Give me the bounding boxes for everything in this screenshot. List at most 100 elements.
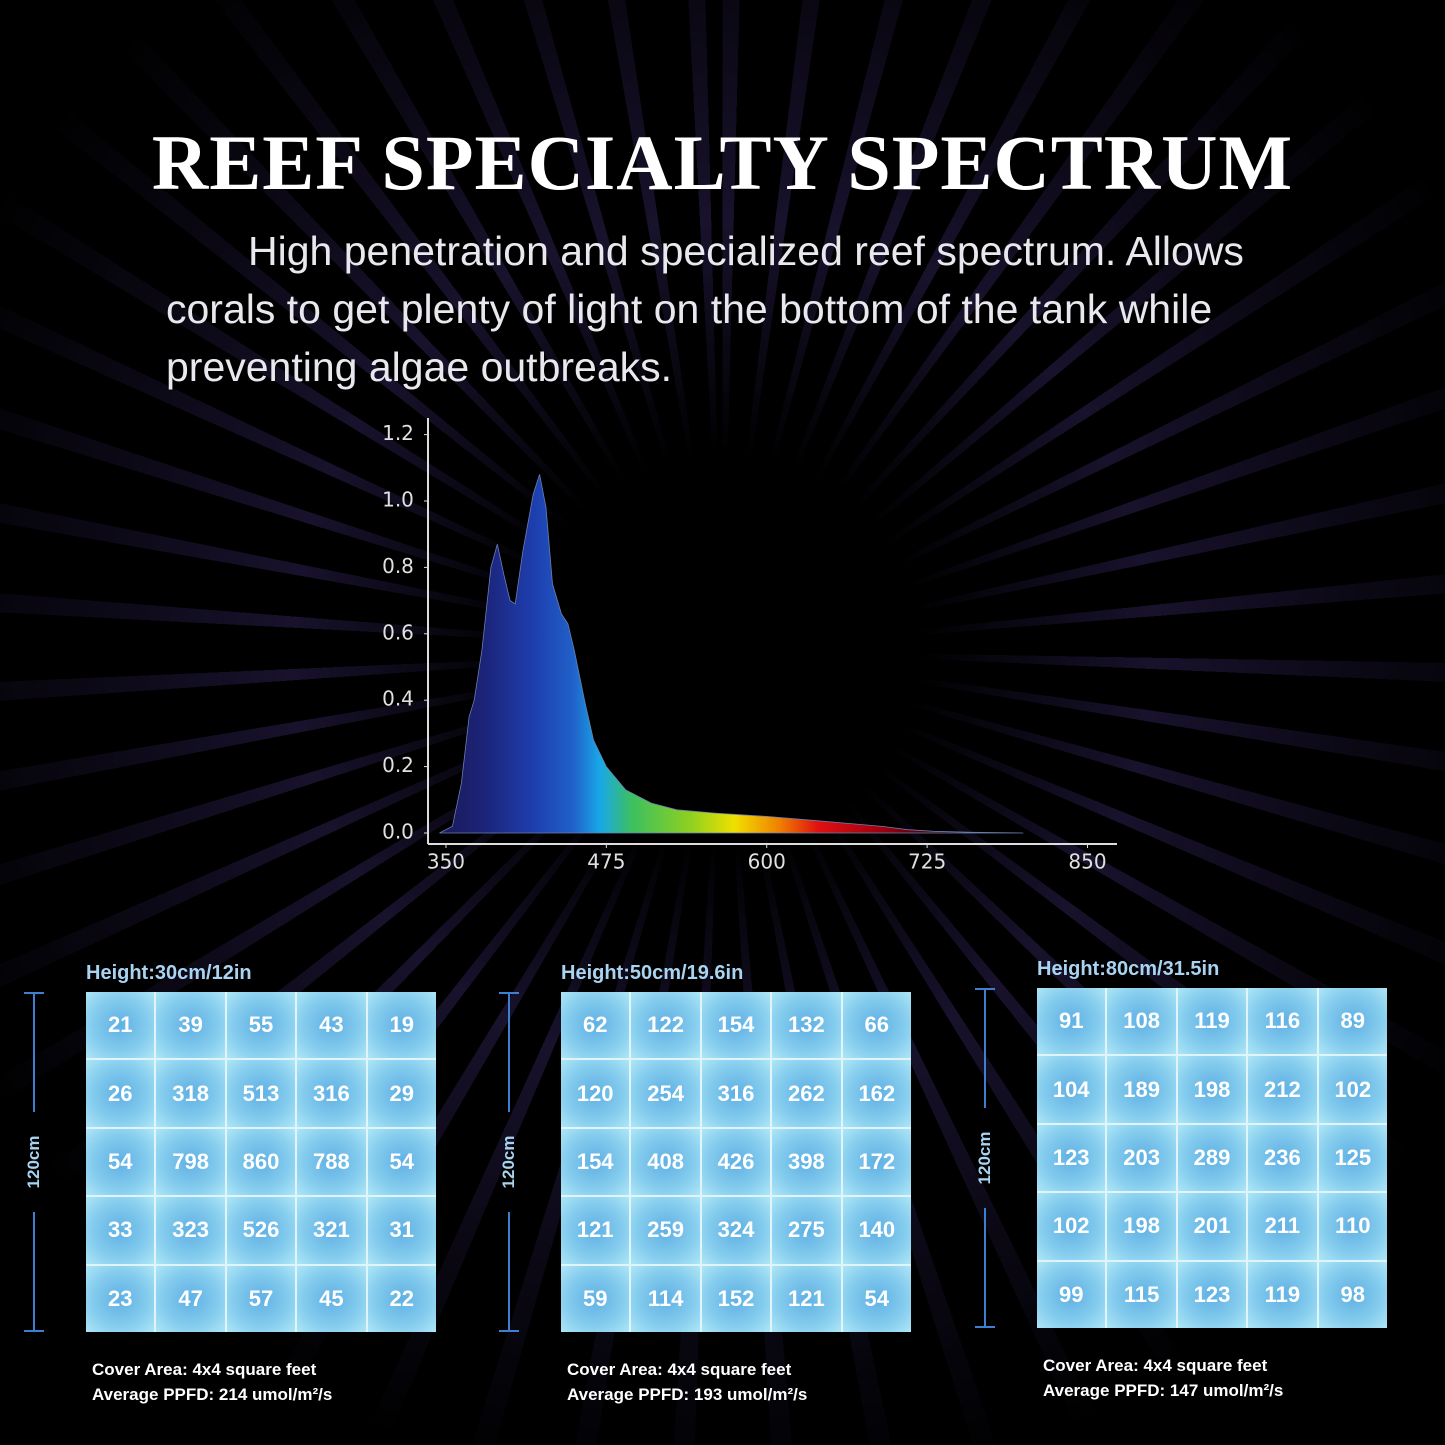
ppfd-value: 316 <box>701 1060 771 1127</box>
y-tick-label: 0.0 <box>382 820 414 844</box>
ppfd-value: 408 <box>631 1128 700 1196</box>
bracket-cap <box>975 1326 995 1328</box>
cover-area: Cover Area: 4x4 square feet <box>1043 1356 1268 1375</box>
ppfd-value: 98 <box>1318 1261 1387 1328</box>
bracket-cap <box>24 1330 44 1332</box>
ppfd-value: 259 <box>631 1197 700 1264</box>
ppfd-value: 788 <box>297 1128 366 1196</box>
ppfd-value: 860 <box>226 1128 296 1196</box>
ppfd-value: 119 <box>1177 988 1247 1055</box>
ppfd-value: 172 <box>842 1128 911 1196</box>
ppfd-value: 54 <box>842 1265 911 1332</box>
ppfd-value: 140 <box>842 1197 911 1264</box>
ppfd-value: 47 <box>156 1265 225 1332</box>
dimension-bracket <box>975 988 995 1328</box>
ppfd-value: 254 <box>631 1060 700 1127</box>
ppfd-value: 152 <box>701 1265 771 1332</box>
ppfd-value: 212 <box>1248 1056 1317 1123</box>
ppfd-grid: 91 108 119 116 89 104 189 198 212 102 123 203 289 236… <box>1037 988 1387 1328</box>
ppfd-value: 318 <box>156 1060 225 1127</box>
ppfd-value: 22 <box>367 1265 436 1332</box>
y-tick-label: 0.8 <box>382 554 414 578</box>
y-tick-label: 0.2 <box>382 753 414 777</box>
ppfd-value: 154 <box>561 1128 630 1196</box>
ppfd-value: 54 <box>367 1128 436 1196</box>
ppfd-value: 123 <box>1177 1261 1247 1328</box>
dimension-bracket <box>499 992 519 1332</box>
ppfd-value: 203 <box>1107 1124 1176 1192</box>
y-tick-label: 1.2 <box>382 421 414 445</box>
bracket-line <box>33 1212 35 1332</box>
height-label: Height:30cm/12in <box>86 962 252 984</box>
ppfd-value: 125 <box>1318 1124 1387 1192</box>
ppfd-value: 321 <box>297 1197 366 1264</box>
bracket-cap <box>975 988 995 990</box>
ppfd-value: 526 <box>226 1197 296 1264</box>
ppfd-value: 121 <box>561 1197 630 1264</box>
ppfd-value: 324 <box>701 1197 771 1264</box>
x-tick-label: 350 <box>427 850 465 874</box>
ppfd-value: 123 <box>1037 1124 1106 1192</box>
ppfd-value: 66 <box>842 992 911 1059</box>
ppfd-value: 45 <box>297 1265 366 1332</box>
ppfd-value: 19 <box>367 992 436 1059</box>
bracket-cap <box>499 992 519 994</box>
x-tick-label: 725 <box>908 850 946 874</box>
ppfd-value: 132 <box>772 992 841 1059</box>
x-tick-label: 475 <box>587 850 625 874</box>
ppfd-value: 43 <box>297 992 366 1059</box>
y-tick-label: 0.6 <box>382 620 414 644</box>
ppfd-value: 120 <box>561 1060 630 1127</box>
ppfd-value: 198 <box>1107 1193 1176 1260</box>
ppfd-value: 31 <box>367 1197 436 1264</box>
side-label: 120cm <box>24 1135 43 1189</box>
y-tick-label: 1.0 <box>382 488 414 512</box>
ppfd-value: 110 <box>1318 1193 1387 1260</box>
ppfd-grid: 62 122 154 132 66 120 254 316 262 162 154 408 426 398… <box>561 992 911 1332</box>
y-tick-label: 0.4 <box>382 687 414 711</box>
ppfd-value: 21 <box>86 992 155 1059</box>
ppfd-value: 57 <box>226 1265 296 1332</box>
ppfd-value: 102 <box>1037 1193 1106 1260</box>
cover-area: Cover Area: 4x4 square feet <box>567 1360 792 1379</box>
ppfd-value: 154 <box>701 992 771 1059</box>
ppfd-value: 323 <box>156 1197 225 1264</box>
ppfd-value: 289 <box>1177 1124 1247 1192</box>
x-tick-label: 600 <box>748 850 786 874</box>
ppfd-value: 54 <box>86 1128 155 1196</box>
x-tick-label: 850 <box>1068 850 1106 874</box>
ppfd-value: 275 <box>772 1197 841 1264</box>
ppfd-value: 29 <box>367 1060 436 1127</box>
ppfd-value: 236 <box>1248 1124 1317 1192</box>
ppfd-value: 104 <box>1037 1056 1106 1123</box>
average-ppfd: Average PPFD: 193 umol/m²/s <box>567 1385 808 1404</box>
side-label: 120cm <box>975 1131 994 1185</box>
spectrum-area <box>439 474 1024 834</box>
ppfd-value: 122 <box>631 992 700 1059</box>
ppfd-value: 62 <box>561 992 630 1059</box>
ppfd-value: 201 <box>1177 1193 1247 1260</box>
bracket-cap <box>24 992 44 994</box>
ppfd-value: 121 <box>772 1265 841 1332</box>
ppfd-value: 798 <box>156 1128 225 1196</box>
ppfd-value: 116 <box>1248 988 1317 1055</box>
ppfd-grid: 21 39 55 43 19 26 318 513 316 29 54 798 860 788 54 33 32… <box>86 992 436 1332</box>
ppfd-value: 513 <box>226 1060 296 1127</box>
ppfd-value: 114 <box>631 1265 700 1332</box>
bracket-line <box>33 992 35 1112</box>
ppfd-value: 26 <box>86 1060 155 1127</box>
ppfd-value: 398 <box>772 1128 841 1196</box>
bracket-cap <box>499 1330 519 1332</box>
ppfd-value: 55 <box>226 992 296 1059</box>
ppfd-value: 262 <box>772 1060 841 1127</box>
ppfd-value: 59 <box>561 1265 630 1332</box>
bracket-line <box>508 992 510 1112</box>
spectrum-chart: 0.0 0.2 0.4 0.6 0.8 1.0 1.2 350 475 600 725 850 <box>382 418 1117 874</box>
ppfd-value: 211 <box>1248 1193 1317 1260</box>
bracket-line <box>984 1208 986 1328</box>
average-ppfd: Average PPFD: 214 umol/m²/s <box>92 1385 333 1404</box>
description: High penetration and specialized reef sp… <box>166 228 1244 390</box>
ppfd-value: 23 <box>86 1265 155 1332</box>
ppfd-value: 316 <box>297 1060 366 1127</box>
